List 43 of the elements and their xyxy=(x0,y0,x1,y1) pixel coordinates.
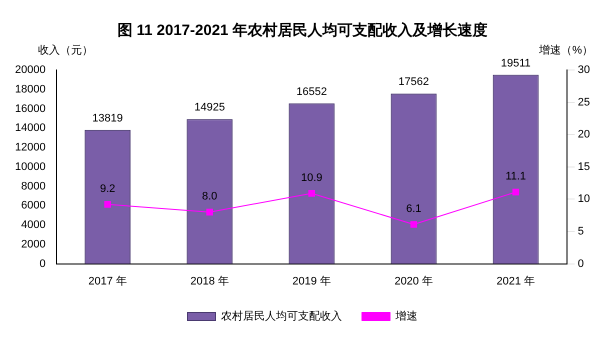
y-tick-label: 2000 xyxy=(21,238,46,250)
point xyxy=(104,201,111,208)
x-tick-label: 2021 年 xyxy=(496,275,536,288)
y2-tick-label: 15 xyxy=(578,160,590,173)
data-label: 9.2 xyxy=(100,182,116,195)
y2-tick-label: 20 xyxy=(578,128,590,141)
data-label: 17562 xyxy=(398,76,430,88)
y2-tick-label: 5 xyxy=(578,226,584,238)
y-axis-title: 收入（元） xyxy=(38,44,93,57)
data-label: 14925 xyxy=(194,102,225,114)
data-label: 11.1 xyxy=(505,170,526,183)
x-tick-label: 2019 年 xyxy=(292,275,331,288)
y2-tick-label: 25 xyxy=(578,96,590,108)
data-label: 19511 xyxy=(500,57,531,70)
point xyxy=(206,208,213,216)
y-tick-label: 14000 xyxy=(14,122,46,134)
y2-tick-label: 0 xyxy=(578,258,584,270)
data-label: 16552 xyxy=(296,86,327,98)
y-tick-label: 10000 xyxy=(14,160,46,173)
y2-tick-label: 10 xyxy=(578,193,590,206)
data-label: 6.1 xyxy=(406,202,422,215)
y2-axis-title: 增速（%） xyxy=(538,44,593,57)
y-tick-label: 0 xyxy=(39,258,46,270)
y-tick-label: 6000 xyxy=(21,200,46,212)
point xyxy=(512,188,520,196)
y-tick-label: 12000 xyxy=(14,142,46,154)
y2-tick-label: 30 xyxy=(578,64,590,76)
x-tick-label: 2018 年 xyxy=(190,275,229,288)
chart-title: 图 11 2017-2021 年农村居民人均可支配收入及增长速度 xyxy=(117,21,488,40)
y-tick-label: 8000 xyxy=(21,180,46,192)
point xyxy=(308,190,316,197)
y-tick-label: 18000 xyxy=(14,83,46,96)
y-tick-label: 4000 xyxy=(21,219,46,232)
legend-label: 增速 xyxy=(394,310,418,323)
legend-label: 农村居民人均可支配收入 xyxy=(221,310,342,323)
x-tick-label: 2020 年 xyxy=(394,275,433,288)
data-label: 10.9 xyxy=(300,172,322,184)
point xyxy=(410,221,418,228)
data-label: 13819 xyxy=(92,112,123,124)
data-label: 8.0 xyxy=(202,190,218,203)
y-tick-label: 20000 xyxy=(14,64,46,76)
x-tick-label: 2017 年 xyxy=(88,275,127,288)
y-tick-label: 16000 xyxy=(14,102,46,115)
